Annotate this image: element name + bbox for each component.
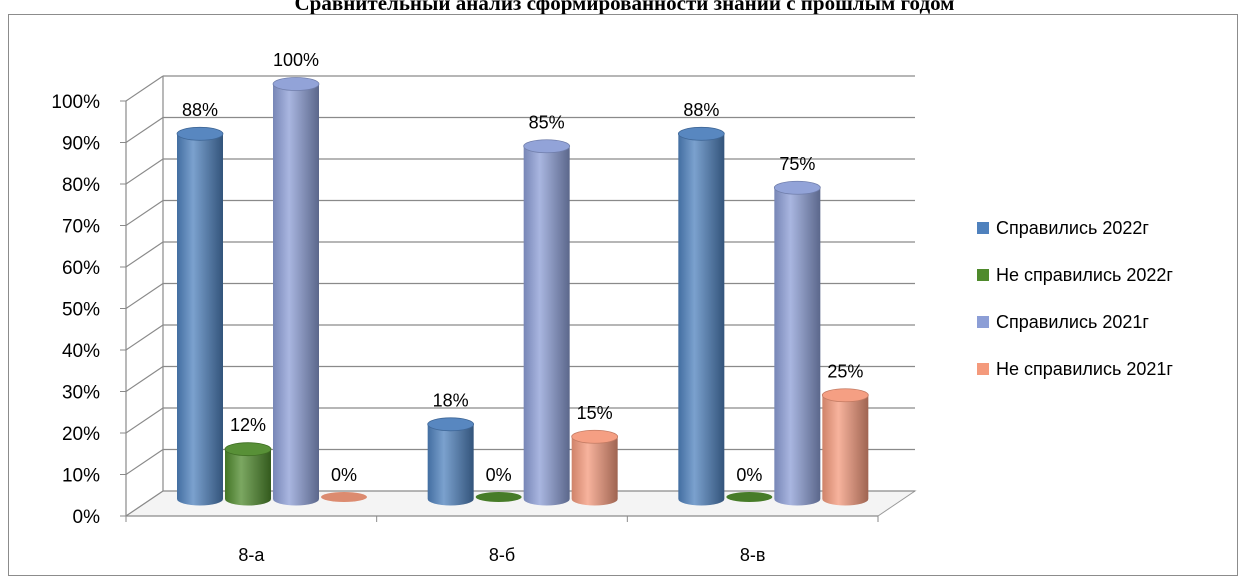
y-tick-label: 80%: [62, 175, 100, 196]
legend-label: Справились 2022г: [996, 218, 1149, 238]
gridline-side: [125, 117, 164, 143]
gridline-side: [125, 75, 164, 102]
data-label: 25%: [827, 361, 863, 381]
legend-label: Справились 2021г: [996, 312, 1149, 332]
x-tick-label: 8-а: [238, 545, 265, 565]
axes: 0% 10% 20% 30% 40% 50% 60% 70% 80% 90% 100% 8-а 8-б 8…: [51, 76, 879, 565]
data-label: 12%: [230, 415, 266, 435]
chart-title: Сравнительный анализ сформированности зн…: [294, 0, 955, 15]
bar-top: [427, 417, 475, 432]
legend-label: Не справились 2022г: [996, 265, 1173, 285]
bar: [427, 424, 474, 506]
gridline-side: [125, 200, 164, 226]
bar-flat: [726, 492, 773, 502]
bar: [523, 146, 570, 506]
bar-flat: [475, 492, 522, 502]
chart-area: [8, 14, 1238, 576]
bar-top: [677, 126, 725, 141]
data-label: 88%: [182, 100, 218, 120]
y-tick-label: 90%: [62, 134, 100, 155]
bar-top: [821, 388, 869, 403]
gridline-side: [125, 407, 164, 434]
legend-label: Не справились 2021г: [996, 359, 1173, 379]
y-tick-label: 50%: [62, 300, 100, 321]
data-label: 0%: [736, 465, 762, 485]
gridline-side: [125, 366, 164, 392]
data-label: 0%: [486, 465, 512, 485]
bar: [822, 395, 869, 506]
gridline-side: [125, 283, 164, 309]
bar: [678, 133, 725, 506]
legend: Справились 2022г Не справились 2022г Справ…: [977, 218, 1173, 379]
y-tick-label: 100%: [51, 92, 100, 113]
data-label: 18%: [433, 390, 469, 410]
gridline-side: [125, 158, 164, 185]
y-tick-label: 20%: [62, 424, 100, 445]
data-label: 0%: [331, 465, 357, 485]
gridline-side: [125, 241, 164, 268]
gridline-side: [125, 324, 164, 351]
data-label: 85%: [529, 112, 565, 132]
y-tick-label: 70%: [62, 217, 100, 238]
data-label: 88%: [683, 100, 719, 120]
x-tick-label: 8-в: [740, 545, 766, 565]
gridline-side: [125, 490, 164, 517]
legend-swatch: [977, 269, 989, 281]
gridline-side: [125, 449, 164, 475]
data-label: 75%: [779, 154, 815, 174]
bar: [273, 84, 319, 506]
x-tick-label: 8-б: [489, 545, 515, 565]
bar-top: [523, 139, 571, 154]
y-tick-label: 30%: [62, 383, 100, 404]
data-label: 15%: [577, 403, 613, 423]
bar-top: [176, 126, 224, 141]
data-label: 100%: [273, 50, 319, 70]
bar: [225, 449, 271, 506]
bar-top: [773, 180, 821, 195]
y-tick-label: 10%: [62, 466, 100, 487]
bar: [571, 436, 618, 506]
bar-top: [571, 429, 619, 444]
y-tick-label: 60%: [62, 258, 100, 279]
legend-swatch: [977, 222, 989, 234]
bars: [176, 77, 869, 506]
bar: [774, 187, 821, 506]
bar-top: [272, 77, 320, 91]
y-tick-label: 40%: [62, 341, 100, 362]
legend-swatch: [977, 316, 989, 328]
y-tick-label: 0%: [73, 507, 101, 528]
bar-top: [224, 442, 272, 457]
bar: [177, 133, 223, 506]
bar-flat: [321, 492, 367, 502]
legend-swatch: [977, 363, 989, 375]
data-labels: 88% 18% 88% 12% 0% 0% 100% 85% 75% 0% 15% 25%: [182, 50, 863, 485]
